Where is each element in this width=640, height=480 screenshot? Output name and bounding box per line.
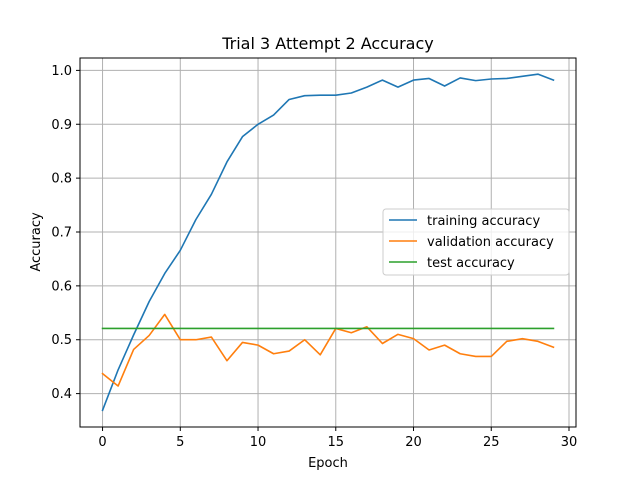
axis-ticks: 0 5 10 15 20 25 30 0.4 0.5 0.6 0.7 0.8 0.9 1.0 <box>51 64 577 450</box>
y-tick-label: 0.4 <box>51 387 72 402</box>
training-accuracy-legend-label: training accuracy <box>427 214 540 229</box>
y-tick-label: 1.0 <box>51 64 72 79</box>
x-tick-label: 10 <box>250 435 267 450</box>
legend: training accuracy validation accuracy test… <box>382 208 570 276</box>
x-tick-label: 30 <box>561 435 578 450</box>
legend-box <box>382 208 570 276</box>
validation-accuracy-legend-label: validation accuracy <box>427 235 554 250</box>
x-tick-label: 20 <box>405 435 422 450</box>
chart-title: Trial 3 Attempt 2 Accuracy <box>221 34 434 53</box>
x-tick-label: 15 <box>328 435 345 450</box>
y-tick-label: 0.5 <box>51 333 72 348</box>
y-tick-label: 0.9 <box>51 118 72 133</box>
y-tick-label: 0.7 <box>51 225 72 240</box>
training-accuracy-line <box>101 73 555 412</box>
x-tick-label: 25 <box>483 435 500 450</box>
x-axis-label: Epoch <box>308 456 348 471</box>
x-tick-label: 0 <box>98 435 106 450</box>
x-tick-label: 5 <box>176 435 184 450</box>
y-tick-label: 0.8 <box>51 172 72 187</box>
y-axis-label: Accuracy <box>29 212 44 272</box>
y-tick-label: 0.6 <box>51 279 72 294</box>
test-accuracy-legend-label: test accuracy <box>427 256 515 271</box>
validation-accuracy-line <box>101 313 555 387</box>
series-lines <box>101 73 555 412</box>
plot-frame <box>79 57 577 428</box>
